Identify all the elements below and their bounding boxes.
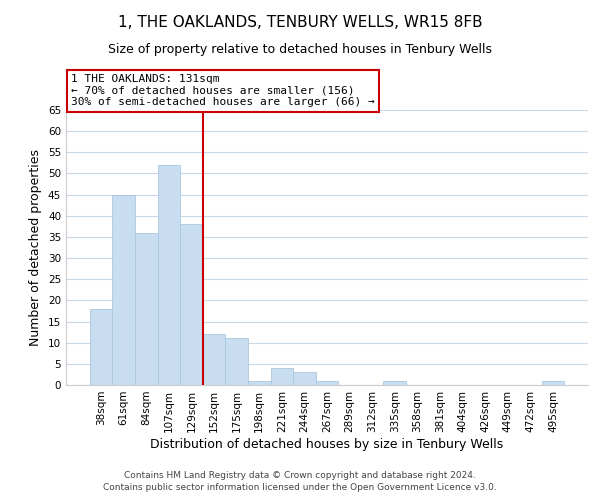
Bar [158,165,180,385]
Bar [248,381,271,385]
Bar [293,372,316,385]
Bar [226,338,248,385]
Bar [271,368,293,385]
Bar [316,381,338,385]
Bar [383,381,406,385]
Bar [135,232,158,385]
Text: Contains public sector information licensed under the Open Government Licence v3: Contains public sector information licen… [103,484,497,492]
Y-axis label: Number of detached properties: Number of detached properties [29,149,43,346]
Bar [542,381,564,385]
Bar [112,194,135,385]
Text: Contains HM Land Registry data © Crown copyright and database right 2024.: Contains HM Land Registry data © Crown c… [124,471,476,480]
Bar [90,309,112,385]
Text: 1 THE OAKLANDS: 131sqm
← 70% of detached houses are smaller (156)
30% of semi-de: 1 THE OAKLANDS: 131sqm ← 70% of detached… [71,74,375,108]
Bar [180,224,203,385]
Bar [203,334,226,385]
X-axis label: Distribution of detached houses by size in Tenbury Wells: Distribution of detached houses by size … [151,438,503,450]
Text: Size of property relative to detached houses in Tenbury Wells: Size of property relative to detached ho… [108,42,492,56]
Text: 1, THE OAKLANDS, TENBURY WELLS, WR15 8FB: 1, THE OAKLANDS, TENBURY WELLS, WR15 8FB [118,15,482,30]
